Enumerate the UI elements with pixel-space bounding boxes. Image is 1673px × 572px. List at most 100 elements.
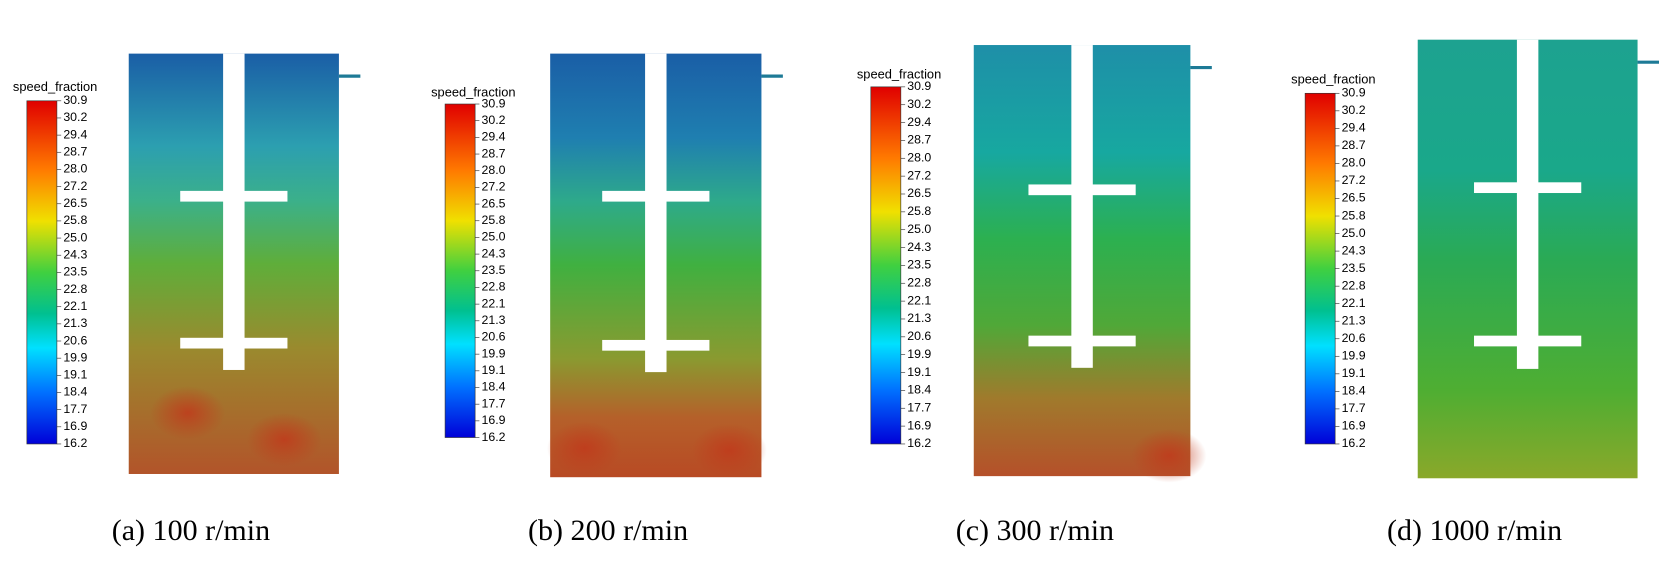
colorbar-label: 16.9 — [63, 419, 87, 433]
colorbar-label: 23.5 — [907, 258, 931, 272]
colorbar-label: 22.8 — [1342, 278, 1366, 292]
colorbar-label: 27.2 — [1342, 173, 1366, 187]
colorbar-label: 17.7 — [1342, 401, 1366, 415]
colorbar — [870, 86, 902, 445]
impeller-shaft — [1071, 45, 1093, 368]
impeller-shaft — [1516, 39, 1539, 369]
colorbar-label: 25.8 — [907, 204, 931, 218]
colorbar-label: 24.3 — [63, 247, 87, 261]
colorbar-label: 26.5 — [1342, 191, 1366, 205]
colorbar-label: 16.9 — [907, 418, 931, 432]
colorbar-label: 30.9 — [482, 96, 506, 110]
colorbar-label: 19.9 — [482, 346, 506, 360]
colorbar-label: 24.3 — [907, 240, 931, 254]
colorbar-label: 28.7 — [482, 146, 506, 160]
colorbar-label: 25.0 — [63, 230, 87, 244]
impeller-blade — [1474, 335, 1582, 347]
colorbar-label: 26.5 — [63, 196, 87, 210]
hot-spot — [691, 423, 767, 478]
colorbar-label: 22.8 — [907, 276, 931, 290]
colorbar-label: 22.1 — [1342, 296, 1366, 310]
caption: (b) 200 r/min — [528, 514, 688, 547]
hot-spot — [246, 412, 322, 467]
caption: (d) 1000 r/min — [1387, 514, 1562, 547]
colorbar-label: 22.8 — [63, 282, 87, 296]
colorbar-label: 28.0 — [1342, 156, 1366, 170]
impeller-blade — [180, 337, 288, 349]
colorbar-label: 29.4 — [1342, 121, 1366, 135]
colorbar-label: 29.4 — [482, 130, 506, 144]
colorbar-label: 25.0 — [907, 222, 931, 236]
impeller-blade — [602, 339, 710, 351]
colorbar-label: 19.1 — [482, 363, 506, 377]
colorbar-label: 30.9 — [907, 79, 931, 93]
impeller-blade — [1028, 184, 1136, 196]
colorbar-label: 21.3 — [907, 311, 931, 325]
colorbar-label: 28.0 — [907, 151, 931, 165]
caption: (a) 100 r/min — [112, 514, 270, 547]
colorbar-label: 22.1 — [63, 299, 87, 313]
colorbar-label: 21.3 — [482, 313, 506, 327]
colorbar-label: 18.4 — [907, 383, 931, 397]
hot-spot — [150, 386, 226, 440]
colorbar-label: 19.1 — [907, 365, 931, 379]
caption: (c) 300 r/min — [956, 514, 1114, 547]
colorbar-label: 19.1 — [1342, 366, 1366, 380]
colorbar-label: 25.8 — [482, 213, 506, 227]
colorbar-label: 23.5 — [63, 265, 87, 279]
colorbar-label: 29.4 — [907, 115, 931, 129]
colorbar-label: 20.6 — [63, 333, 87, 347]
impeller-shaft — [223, 53, 245, 370]
colorbar-label: 28.7 — [907, 133, 931, 147]
impeller-blade — [1028, 335, 1136, 347]
impeller-blade — [180, 190, 288, 202]
hot-spot — [546, 421, 623, 476]
hot-spot — [1131, 428, 1207, 483]
colorbar-label: 19.1 — [63, 368, 87, 382]
impeller-blade — [602, 190, 710, 202]
colorbar-label: 25.0 — [1342, 226, 1366, 240]
colorbar-label: 28.7 — [1342, 138, 1366, 152]
colorbar-label: 22.1 — [482, 296, 506, 310]
colorbar-label: 18.4 — [63, 385, 87, 399]
colorbar-label: 23.5 — [482, 263, 506, 277]
legend-title: speed_fraction — [13, 79, 97, 94]
colorbar-label: 16.9 — [1342, 419, 1366, 433]
colorbar-label: 18.4 — [482, 380, 506, 394]
colorbar-label: 17.7 — [63, 402, 87, 416]
colorbar-label: 26.5 — [482, 196, 506, 210]
colorbar-label: 21.3 — [1342, 313, 1366, 327]
legend-title: speed_fraction — [431, 85, 515, 100]
colorbar-label: 29.4 — [63, 127, 87, 141]
colorbar-label: 27.2 — [482, 180, 506, 194]
colorbar-label: 30.9 — [1342, 86, 1366, 100]
colorbar-label: 30.9 — [63, 93, 87, 107]
colorbar-label: 21.3 — [63, 316, 87, 330]
colorbar-label: 24.3 — [1342, 243, 1366, 257]
colorbar-label: 25.8 — [63, 213, 87, 227]
impeller-blade — [1474, 182, 1582, 194]
colorbar-label: 30.2 — [1342, 103, 1366, 117]
colorbar-label: 22.8 — [482, 280, 506, 294]
colorbar-label: 20.6 — [482, 330, 506, 344]
colorbar-label: 16.2 — [63, 436, 87, 450]
colorbar-label: 20.6 — [1342, 331, 1366, 345]
colorbar-label: 24.3 — [482, 246, 506, 260]
colorbar-label: 19.9 — [1342, 349, 1366, 363]
colorbar-label: 28.0 — [482, 163, 506, 177]
colorbar-label: 19.9 — [63, 350, 87, 364]
colorbar-label: 26.5 — [907, 186, 931, 200]
impeller-shaft — [645, 53, 667, 373]
colorbar-label: 19.9 — [907, 347, 931, 361]
colorbar-label: 22.1 — [907, 293, 931, 307]
colorbar-label: 30.2 — [63, 110, 87, 124]
legend-title: speed_fraction — [1291, 72, 1375, 87]
colorbar-label: 17.7 — [482, 396, 506, 410]
legend-title: speed_fraction — [857, 66, 941, 81]
colorbar-label: 16.2 — [907, 436, 931, 450]
colorbar-label: 18.4 — [1342, 384, 1366, 398]
colorbar-label: 27.2 — [907, 168, 931, 182]
colorbar-label: 23.5 — [1342, 261, 1366, 275]
colorbar-label: 28.0 — [63, 162, 87, 176]
